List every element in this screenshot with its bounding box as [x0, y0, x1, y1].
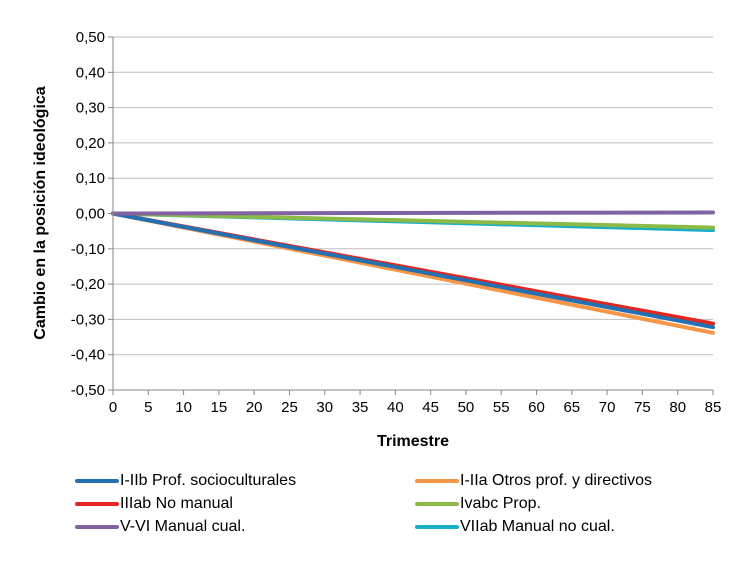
legend-swatch [75, 525, 119, 529]
x-tick-label: 20 [246, 399, 263, 416]
x-tick-label: 40 [387, 399, 404, 416]
x-tick-label: 25 [281, 399, 298, 416]
legend-swatch [75, 502, 119, 506]
series-line-4 [111, 210, 715, 216]
x-tick-label: 70 [599, 399, 616, 416]
y-tick-label: -0,10 [71, 241, 105, 258]
x-tick-label: 50 [458, 399, 475, 416]
y-tick-label: -0,30 [71, 311, 105, 328]
series-line-0 [111, 211, 715, 330]
legend-swatch [75, 479, 119, 483]
y-tick-label: 0,30 [76, 100, 105, 117]
y-tick-label: 0,20 [76, 135, 105, 152]
legend-swatch [415, 525, 459, 529]
legend-item: V-VI Manual cual. [75, 516, 415, 538]
y-axis-label: Cambio en la posición ideológica [32, 86, 49, 339]
y-tick-label: 0,50 [76, 29, 105, 46]
x-tick-label: 10 [175, 399, 192, 416]
y-tick-label: 0,10 [76, 170, 105, 187]
x-tick-label: 0 [109, 399, 117, 416]
legend-label: IIIab No manual [120, 495, 233, 512]
y-tick-label: -0,40 [71, 347, 105, 364]
legend-item: I-IIa Otros prof. y directivos [415, 470, 715, 492]
legend-label: VIIab Manual no cual. [460, 518, 615, 535]
legend-label: Ivabc Prop. [460, 495, 541, 512]
x-tick-label: 65 [563, 399, 580, 416]
legend-swatch [415, 479, 459, 483]
legend-item: I-IIb Prof. socioculturales [75, 470, 415, 492]
legend-label: V-VI Manual cual. [120, 518, 246, 535]
legend-swatch [415, 502, 459, 506]
legend-item: VIIab Manual no cual. [415, 516, 715, 538]
x-tick-label: 45 [422, 399, 439, 416]
x-tick-label: 15 [211, 399, 228, 416]
legend: I-IIb Prof. socioculturales I-IIa Otros p… [75, 470, 715, 538]
x-tick-label: 85 [705, 399, 722, 416]
legend-item: IIIab No manual [75, 493, 415, 515]
y-tick-label: -0,20 [71, 276, 105, 293]
legend-item: Ivabc Prop. [415, 493, 715, 515]
x-tick-label: 35 [352, 399, 369, 416]
x-tick-label: 60 [528, 399, 545, 416]
legend-label: I-IIb Prof. socioculturales [120, 472, 297, 489]
y-tick-label: 0,00 [76, 206, 105, 223]
x-axis-label: Trimestre [377, 433, 449, 450]
y-tick-label: 0,40 [76, 64, 105, 81]
x-tick-label: 80 [669, 399, 686, 416]
x-tick-label: 55 [493, 399, 510, 416]
x-tick-label: 5 [144, 399, 152, 416]
legend-label: I-IIa Otros prof. y directivos [460, 472, 653, 489]
y-tick-label: -0,50 [71, 382, 105, 399]
x-tick-label: 75 [634, 399, 651, 416]
series-line-3 [111, 211, 715, 230]
x-tick-label: 30 [316, 399, 333, 416]
